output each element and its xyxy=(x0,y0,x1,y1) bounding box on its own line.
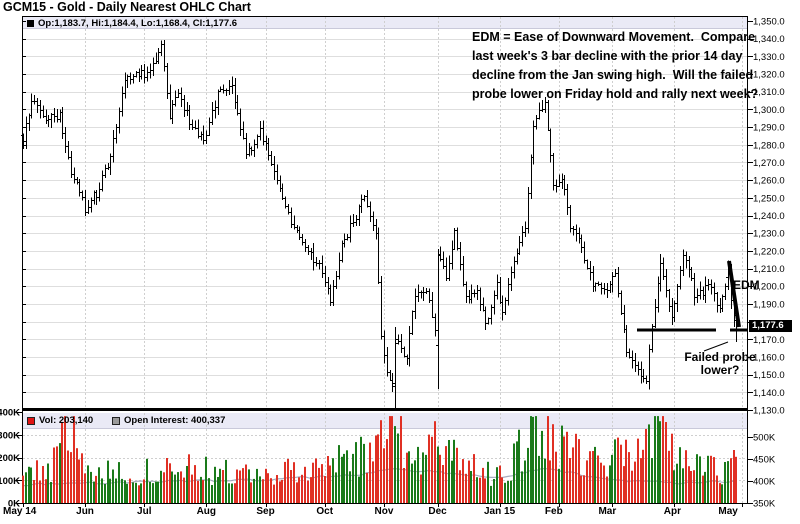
open-interest-legend: Open Interest: 400,337 xyxy=(112,415,225,426)
axis-tick-label: 1,310.0 xyxy=(753,87,785,98)
axis-tick-label: 200K xyxy=(0,453,20,464)
axis-tick-label: 1,190.0 xyxy=(753,299,785,310)
axis-tick-label: Mar xyxy=(598,506,616,517)
axis-tick-label: Apr xyxy=(664,506,681,517)
commentary-annotation: EDM = Ease of Downward Movement. Compare… xyxy=(472,30,759,101)
last-price-flag: 1,177.6 xyxy=(749,320,792,332)
annotation-lines xyxy=(637,260,748,352)
axis-tick-label: Sep xyxy=(256,506,274,517)
axis-tick-label: Jan 15 xyxy=(484,506,516,517)
volume-bars xyxy=(22,416,737,503)
axis-tick-label: 1,160.0 xyxy=(753,352,785,363)
axis-tick-label: Aug xyxy=(197,506,216,517)
axis-tick-label: Oct xyxy=(316,506,333,517)
axis-tick-label: Nov xyxy=(375,506,394,517)
axis-tick-label: Jul xyxy=(137,506,152,517)
axis-tick-label: 1,280.0 xyxy=(753,140,785,151)
volume-axis-labels: 400K 300K 200K 100K 0K xyxy=(0,408,20,510)
pointer-line xyxy=(703,341,729,352)
axis-tick-label: 0K xyxy=(8,499,20,510)
edm-line xyxy=(727,260,741,328)
x-axis-labels: May 14 Jun Jul Aug Sep Oct Nov Dec Jan 15 Feb Mar A… xyxy=(3,506,738,517)
axes-borders xyxy=(17,16,753,507)
axis-tick-label: 400K xyxy=(0,408,20,419)
axis-tick-label: 1,210.0 xyxy=(753,264,785,275)
axis-tick-label: May 14 xyxy=(3,506,37,517)
axis-tick-label: 1,320.0 xyxy=(753,70,785,81)
axis-tick-label: 1,130.0 xyxy=(753,406,785,417)
oi-axis-labels: 500K 450K 400K 350K xyxy=(753,433,776,510)
volume-legend-text: Vol: 203,140 xyxy=(39,415,94,426)
axis-tick-label: May xyxy=(718,506,738,517)
axis-tick-label: Feb xyxy=(545,506,563,517)
right-axis-labels: 1,350.0 1,340.0 1,330.0 1,320.0 1,310.0 1,300… xyxy=(753,17,785,417)
axis-tick-label: 100K xyxy=(0,476,20,487)
axis-tick-label: 1,270.0 xyxy=(753,158,785,169)
axis-tick-label: 300K xyxy=(0,430,20,441)
axis-tick-label: 400K xyxy=(753,477,776,488)
axis-tick-label: 1,200.0 xyxy=(753,282,785,293)
axis-tick-label: 1,290.0 xyxy=(753,123,785,134)
axis-tick-label: 1,260.0 xyxy=(753,176,785,187)
axis-tick-label: 1,170.0 xyxy=(753,335,785,346)
axis-tick-label: Jun xyxy=(76,506,94,517)
failed-probe-annotation: Failed probe lower? xyxy=(684,350,756,377)
axis-tick-label: Dec xyxy=(428,506,447,517)
axis-tick-label: 1,220.0 xyxy=(753,246,785,257)
edm-annotation-label: EDM xyxy=(733,278,760,292)
ohlc-legend: Op:1,183.7, Hi:1,184.4, Lo:1,168.4, Cl:1… xyxy=(27,18,237,29)
axis-tick-label: 1,300.0 xyxy=(753,105,785,116)
panel-divider xyxy=(22,408,748,411)
page-title: GCM15 - Gold - Daily Nearest OHLC Chart xyxy=(3,0,251,14)
axis-tick-label: 350K xyxy=(753,499,776,510)
gridlines xyxy=(23,17,747,503)
red-square-icon xyxy=(27,416,35,425)
axis-tick-label: 1,240.0 xyxy=(753,211,785,222)
volume-legend: Vol: 203,140 xyxy=(27,415,93,426)
ohlc-legend-text: Op:1,183.7, Hi:1,184.4, Lo:1,168.4, Cl:1… xyxy=(38,18,238,29)
axis-tick-label: 1,230.0 xyxy=(753,229,785,240)
axis-tick-label: 1,340.0 xyxy=(753,34,785,45)
axis-tick-label: 1,330.0 xyxy=(753,52,785,63)
axis-tick-label: 450K xyxy=(753,455,776,466)
axis-tick-label: 1,140.0 xyxy=(753,388,785,399)
open-interest-legend-text: Open Interest: 400,337 xyxy=(124,415,226,426)
black-square-icon xyxy=(27,20,34,27)
axis-tick-label: 1,150.0 xyxy=(753,370,785,381)
gray-square-icon xyxy=(112,416,120,425)
axis-tick-label: 1,350.0 xyxy=(753,17,785,28)
axis-tick-label: 500K xyxy=(753,433,776,444)
axis-tick-label: 1,250.0 xyxy=(753,193,785,204)
